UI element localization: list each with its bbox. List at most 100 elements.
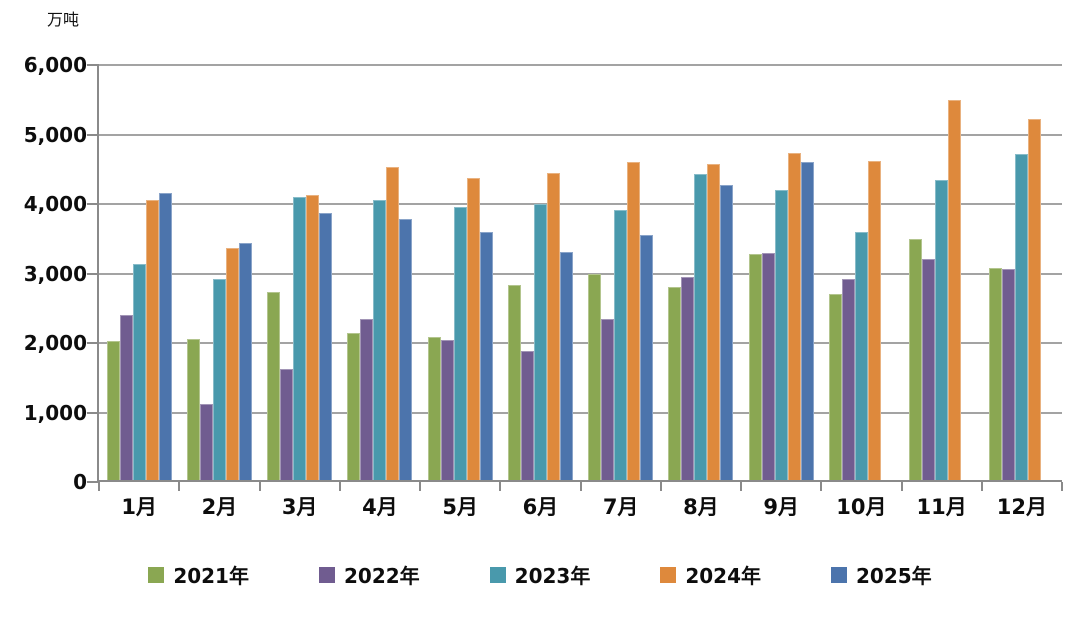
legend-label: 2023年 [514, 564, 591, 588]
y-axis-tick-label: 6,000 [23, 53, 87, 77]
x-axis-tick [980, 482, 983, 491]
x-axis-tick [178, 482, 181, 491]
x-axis-tick [820, 482, 823, 491]
x-axis-tick [338, 482, 341, 491]
bar-2022年-9月 [761, 252, 775, 482]
y-axis-tick [87, 411, 99, 414]
y-axis-tick [87, 342, 99, 344]
gridline [99, 133, 1062, 136]
bar-2023年-5月 [453, 207, 467, 482]
legend-swatch-icon [831, 566, 847, 583]
x-axis-tick-label: 5月 [442, 495, 478, 519]
bar-2023年-2月 [212, 279, 226, 482]
gridline [99, 411, 1062, 414]
y-axis-labels: 0 1,000 2,000 3,000 4,000 5,000 6,000 [0, 0, 87, 619]
x-axis-tick-label: 4月 [362, 495, 398, 519]
bar-2022年-4月 [360, 319, 374, 482]
bar-2023年-10月 [854, 231, 868, 482]
bar-2024年-9月 [787, 152, 801, 482]
legend-item-2021年: 2021年 [148, 560, 249, 589]
x-axis-tick-label: 6月 [522, 495, 559, 519]
x-axis-tick [258, 482, 261, 491]
x-axis-tick [98, 482, 100, 491]
bar-2021年-4月 [347, 332, 361, 482]
bar-2023年-3月 [293, 197, 307, 482]
x-axis-line [97, 480, 1062, 482]
bar-2024年-10月 [867, 160, 881, 482]
x-axis-tick-label: 12月 [996, 495, 1047, 519]
x-axis-tick-label: 8月 [683, 495, 719, 519]
bar-2025年-5月 [479, 231, 493, 482]
bar-2024年-2月 [225, 247, 239, 482]
x-axis-tick-label: 2月 [201, 495, 238, 519]
x-axis-tick-label: 11月 [916, 495, 967, 519]
x-axis-tick [740, 482, 742, 491]
gridline [99, 203, 1062, 205]
gridline [99, 64, 1062, 66]
legend-label: 2025年 [856, 564, 932, 588]
x-axis-tick [499, 482, 502, 491]
legend-label: 2022年 [343, 564, 420, 588]
y-axis-tick-label: 0 [73, 470, 87, 494]
bar-2021年-6月 [507, 285, 521, 482]
bar-2025年-8月 [720, 185, 734, 482]
x-axis-tick [419, 482, 421, 491]
bar-2025年-1月 [158, 192, 172, 482]
bar-2021年-5月 [427, 337, 441, 482]
x-axis-tick-label: 9月 [763, 495, 799, 519]
y-axis-tick-label: 4,000 [23, 192, 87, 216]
bar-2024年-1月 [145, 199, 159, 482]
bar-2025年-6月 [559, 251, 573, 482]
legend-label: 2021年 [173, 564, 249, 588]
bar-2022年-2月 [199, 404, 213, 482]
bar-2022年-6月 [520, 350, 534, 482]
plot-area [87, 64, 1063, 491]
x-axis-tick-label: 10月 [836, 495, 887, 519]
legend-item-2023年: 2023年 [489, 560, 591, 589]
legend-item-2022年: 2022年 [318, 560, 420, 589]
legend-swatch-icon [148, 566, 165, 583]
bar-2021年-2月 [186, 338, 200, 482]
bar-2023年-9月 [774, 190, 788, 482]
bar-2021年-1月 [106, 340, 120, 482]
legend-item-2024年: 2024年 [660, 560, 761, 589]
y-axis-tick [87, 481, 99, 483]
bar-2023年-8月 [694, 174, 708, 482]
bar-2025年-4月 [399, 219, 413, 482]
x-axis-tick [579, 482, 582, 491]
gridline [99, 342, 1062, 344]
bar-2022年-11月 [922, 258, 936, 482]
bar-2022年-10月 [841, 279, 855, 482]
bar-2022年-8月 [681, 276, 695, 482]
gridline [99, 272, 1062, 275]
bar-2024年-8月 [707, 163, 721, 482]
bar-2021年-10月 [828, 294, 842, 482]
y-axis-tick-label: 3,000 [23, 261, 87, 286]
legend: 2021年 2022年 2023年 2024年 2025年 [0, 560, 1080, 589]
bar-2023年-12月 [1015, 153, 1029, 482]
legend-swatch-icon [318, 566, 335, 583]
bar-2023年-1月 [132, 263, 146, 482]
legend-swatch-icon [489, 566, 506, 583]
bar-2024年-12月 [1028, 118, 1042, 482]
bar-2023年-11月 [935, 179, 949, 482]
bar-2021年-3月 [267, 292, 281, 482]
bar-2024年-7月 [627, 161, 641, 482]
bar-2022年-5月 [440, 339, 454, 482]
x-axis-labels: 1月 2月 3月 4月 5月 6月 7月 8月 9月 10月 11月 12月 [99, 491, 1062, 521]
y-axis-tick [87, 133, 99, 136]
y-axis-tick [87, 272, 99, 275]
x-axis-tick-label: 3月 [281, 495, 318, 519]
bar-2021年-7月 [588, 273, 602, 482]
y-axis-tick-label: 5,000 [23, 122, 87, 147]
bar-2024年-6月 [546, 172, 560, 482]
bar-2023年-4月 [373, 199, 387, 482]
x-axis-tick [659, 482, 662, 491]
y-axis-unit-label: 万吨 [47, 10, 80, 29]
bar-2021年-12月 [989, 267, 1003, 482]
bar-2021年-11月 [909, 238, 923, 482]
y-axis-tick-label: 1,000 [23, 400, 87, 425]
bar-2021年-9月 [748, 254, 762, 482]
y-axis-tick-label: 2,000 [23, 331, 87, 355]
